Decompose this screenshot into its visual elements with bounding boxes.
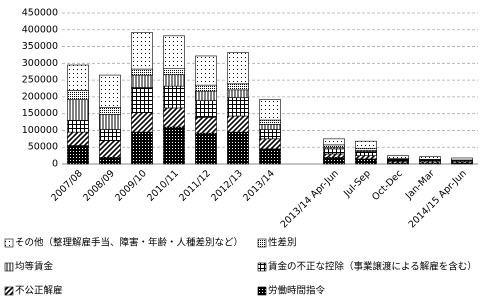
x-tick-label: Jul-Sep xyxy=(341,168,373,200)
bar-segment xyxy=(419,156,441,160)
y-tick-label: 50000 xyxy=(28,142,58,153)
y-tick-label: 350000 xyxy=(22,41,58,52)
legend-swatch xyxy=(257,238,267,248)
bar-segment xyxy=(67,145,89,165)
bar-segment xyxy=(355,151,377,156)
bar-segment xyxy=(195,55,217,86)
bar-segment xyxy=(227,83,249,91)
legend-swatch xyxy=(257,262,267,272)
bar-segment xyxy=(355,147,377,151)
x-tick-label: 2012/13 xyxy=(209,168,245,204)
bar-segment xyxy=(195,84,217,92)
y-tick-label: 150000 xyxy=(22,108,58,119)
legend-label: 不公正解雇 xyxy=(15,285,63,297)
bar-segment xyxy=(259,124,281,130)
legend-swatch xyxy=(257,286,267,296)
bar-segment xyxy=(195,117,217,134)
bar-segment xyxy=(355,155,377,160)
bar-segment xyxy=(195,100,217,118)
y-tick-label: 250000 xyxy=(22,75,58,86)
y-tick-label: 400000 xyxy=(22,24,58,35)
bar-segment xyxy=(227,115,249,133)
bar-segment xyxy=(195,132,217,165)
bar-segment xyxy=(163,68,185,76)
legend-label: 労働時間指令 xyxy=(268,285,326,297)
bar-segment xyxy=(131,32,153,70)
bar-segment xyxy=(99,129,121,141)
bar-segment xyxy=(131,87,153,113)
bar-segment xyxy=(323,144,345,148)
bar-segment xyxy=(99,74,121,108)
bar-segment xyxy=(163,126,185,165)
bar-segment xyxy=(259,99,281,121)
x-tick-label: 2013/14 xyxy=(241,168,277,204)
y-tick-label: 300000 xyxy=(22,58,58,69)
bar-segment xyxy=(387,155,409,159)
bar-segment xyxy=(99,114,121,130)
bar-segment xyxy=(163,35,185,70)
bar-segment xyxy=(259,148,281,165)
legend-label: 均等賃金 xyxy=(15,261,54,273)
bar-segment xyxy=(227,89,249,98)
x-tick-label: 2011/12 xyxy=(177,168,213,204)
bar-segment xyxy=(451,157,473,161)
bar-segment xyxy=(99,140,121,158)
bar-segment xyxy=(131,131,153,165)
y-tick-label: 100000 xyxy=(22,125,58,136)
bar-segment xyxy=(67,64,89,91)
bar-segment xyxy=(67,131,89,146)
legend-swatch xyxy=(4,286,14,296)
x-tick-label: 2007/08 xyxy=(49,168,85,204)
bar-segment xyxy=(227,97,249,117)
bar-segment xyxy=(227,131,249,165)
legend-swatch xyxy=(4,262,14,272)
bar-segment xyxy=(67,120,89,133)
legend-label: その他（整理解雇手当、障害・年齢・人種差別など） xyxy=(15,237,243,249)
bar-segment xyxy=(67,90,89,100)
legend-label: 性差別 xyxy=(268,237,297,249)
bar-segment xyxy=(323,156,345,165)
bar-segment xyxy=(131,112,153,133)
bar-segment xyxy=(99,156,121,165)
y-tick-label: 450000 xyxy=(22,8,58,19)
bar-segment xyxy=(355,140,377,149)
bar-segment xyxy=(323,138,345,146)
bar-segment xyxy=(99,107,121,115)
x-tick-label: 2013/14 Apr-Jun xyxy=(279,168,341,230)
bar-segment xyxy=(355,158,377,165)
x-tick-label: 2014/15 Apr-Jun xyxy=(407,168,469,230)
y-tick-label: 0 xyxy=(52,159,58,170)
bar-segment xyxy=(323,148,345,155)
bar-segment xyxy=(67,99,89,121)
x-tick-label: 2008/09 xyxy=(81,168,117,204)
bar-segment xyxy=(131,68,153,76)
legend-label: 賃金の不正な控除（事業譲渡による解雇を含む） xyxy=(268,261,477,273)
bar-segment xyxy=(259,129,281,140)
bar-segment xyxy=(131,74,153,88)
bar-segment xyxy=(163,74,185,87)
x-tick-label: 2009/10 xyxy=(113,168,149,204)
bar-segment xyxy=(259,138,281,150)
legend-swatch xyxy=(4,238,14,248)
bar-segment xyxy=(259,119,281,125)
bar-segment xyxy=(163,107,185,128)
bar-segment xyxy=(195,90,217,101)
bar-segment xyxy=(163,85,185,109)
x-tick-label: 2010/11 xyxy=(145,168,181,204)
bar-segment xyxy=(323,153,345,158)
x-tick-label: Oct-Dec xyxy=(370,168,405,203)
y-tick-label: 200000 xyxy=(22,91,58,102)
bar-segment xyxy=(227,52,249,85)
